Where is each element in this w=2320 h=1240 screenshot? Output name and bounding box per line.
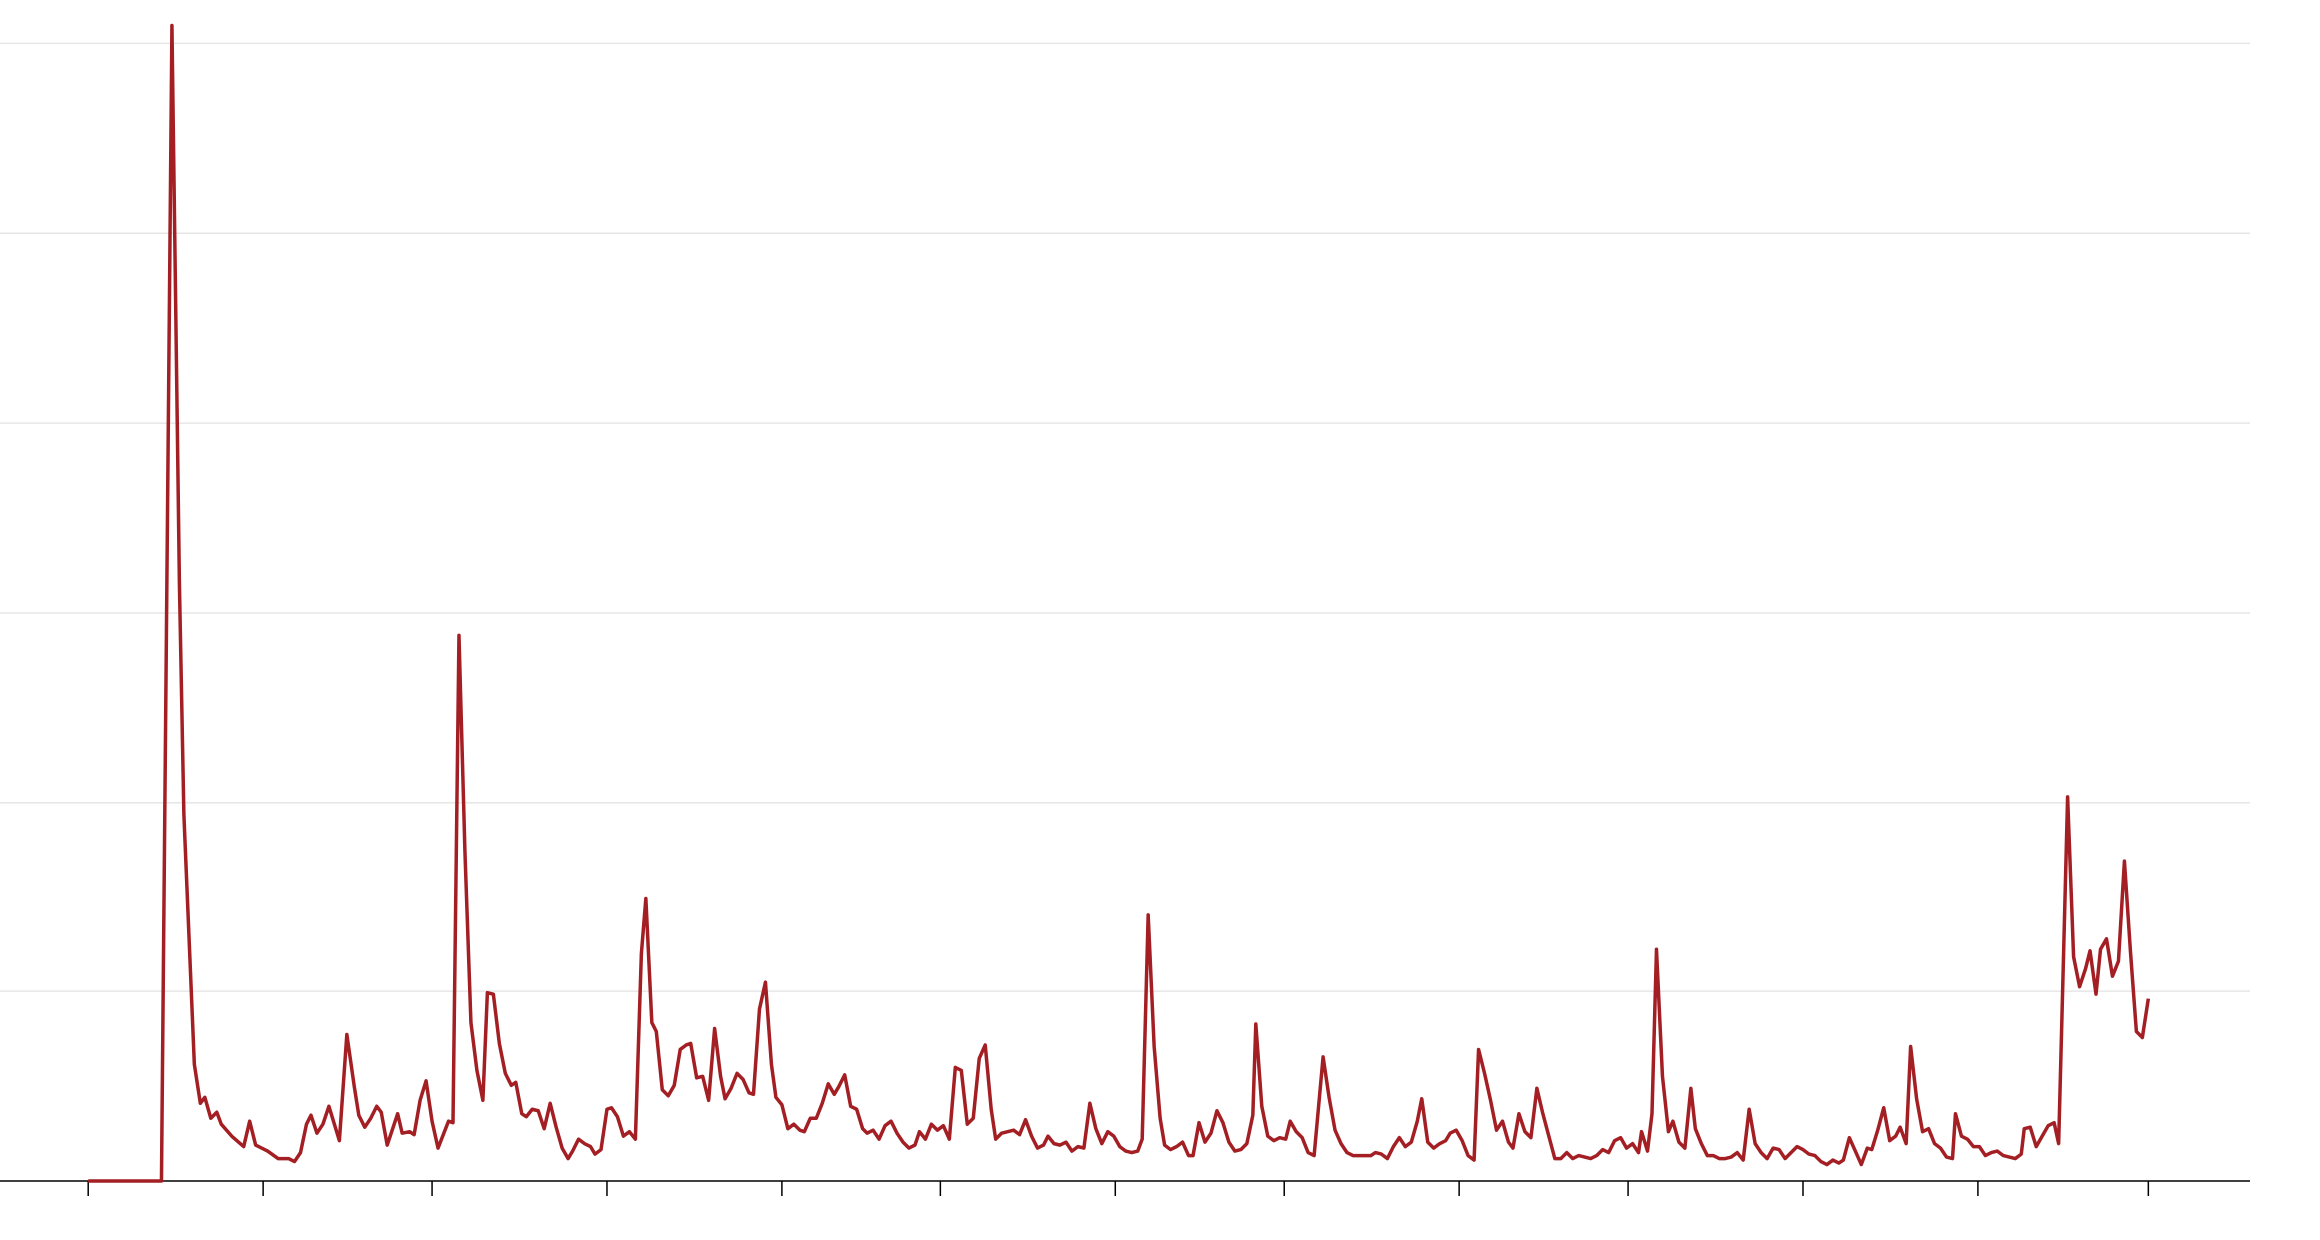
data-line bbox=[88, 23, 2151, 1183]
